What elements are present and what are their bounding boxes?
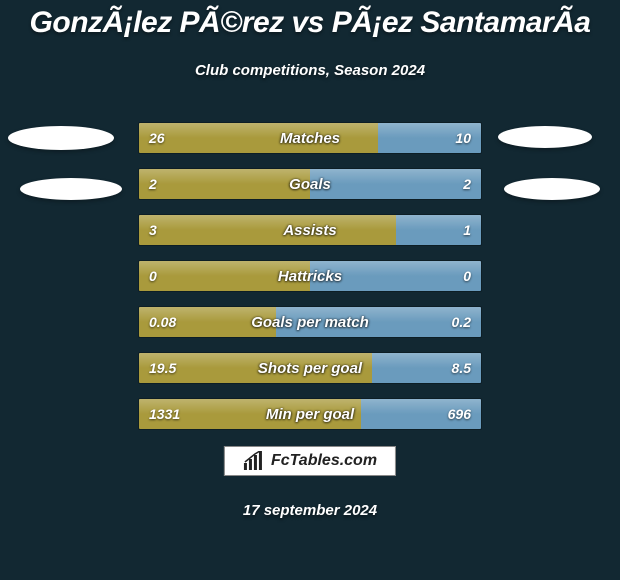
stat-rows-container: Matches2610Goals22Assists31Hattricks00Go… bbox=[138, 122, 482, 444]
stat-row: Assists31 bbox=[138, 214, 482, 246]
stat-row: Goals per match0.080.2 bbox=[138, 306, 482, 338]
stat-row: Hattricks00 bbox=[138, 260, 482, 292]
stat-value-right: 8.5 bbox=[452, 353, 471, 383]
comparison-date: 17 september 2024 bbox=[0, 502, 620, 519]
brand-footer: FcTables.com bbox=[224, 446, 396, 476]
player-photo-placeholder bbox=[20, 178, 122, 200]
stat-value-right: 1 bbox=[463, 215, 471, 245]
stat-bar-left bbox=[139, 261, 310, 291]
stat-row: Shots per goal19.58.5 bbox=[138, 352, 482, 384]
stat-row: Min per goal1331696 bbox=[138, 398, 482, 430]
stat-value-right: 0.2 bbox=[452, 307, 471, 337]
stat-value-right: 696 bbox=[448, 399, 471, 429]
player-photo-placeholder bbox=[8, 126, 114, 150]
stat-row: Goals22 bbox=[138, 168, 482, 200]
stat-value-left: 0.08 bbox=[149, 307, 176, 337]
stat-bar-right bbox=[276, 307, 481, 337]
stat-bar-right bbox=[310, 169, 481, 199]
chart-icon bbox=[243, 451, 265, 471]
stat-value-left: 0 bbox=[149, 261, 157, 291]
stat-bar-left bbox=[139, 169, 310, 199]
comparison-subtitle: Club competitions, Season 2024 bbox=[0, 62, 620, 79]
stat-value-left: 26 bbox=[149, 123, 165, 153]
player-photo-placeholder bbox=[504, 178, 600, 200]
stat-value-right: 0 bbox=[463, 261, 471, 291]
stat-value-left: 2 bbox=[149, 169, 157, 199]
stat-bar-right bbox=[310, 261, 481, 291]
stat-bar-left bbox=[139, 123, 378, 153]
stat-value-left: 19.5 bbox=[149, 353, 176, 383]
stat-value-left: 3 bbox=[149, 215, 157, 245]
player-photo-placeholder bbox=[498, 126, 592, 148]
stat-value-left: 1331 bbox=[149, 399, 180, 429]
brand-name: FcTables.com bbox=[271, 452, 377, 470]
stat-value-right: 10 bbox=[455, 123, 471, 153]
comparison-title: GonzÃ¡lez PÃ©rez vs PÃ¡ez SantamarÃ­a bbox=[0, 0, 620, 40]
stat-value-right: 2 bbox=[463, 169, 471, 199]
stat-bar-left bbox=[139, 215, 396, 245]
stat-row: Matches2610 bbox=[138, 122, 482, 154]
